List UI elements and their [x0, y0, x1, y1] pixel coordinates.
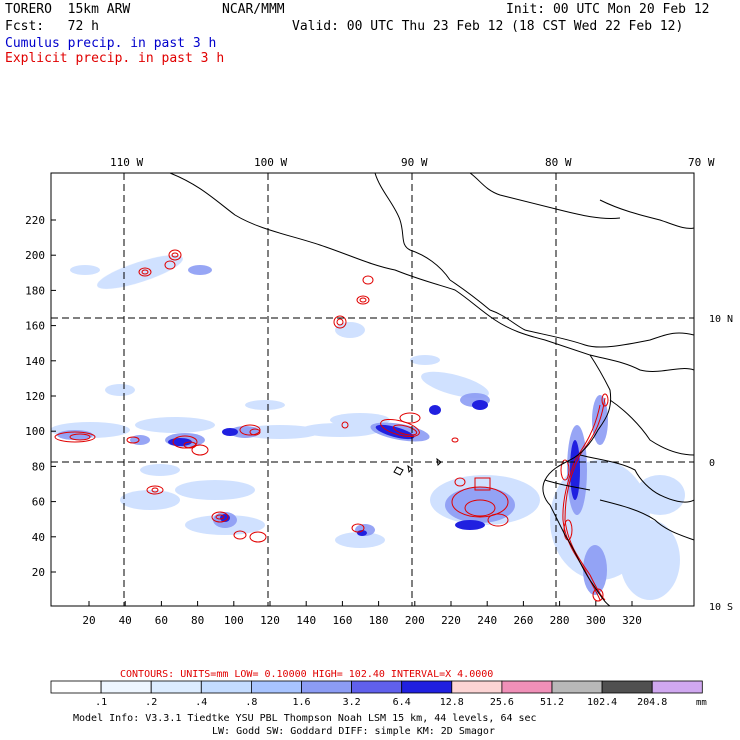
precip-layer	[51, 173, 694, 606]
x-axis-ticks: 20 40 60 80 100 120 140 160 180 200 220 240 260 280 30…	[82, 601, 642, 627]
colorbar-swatch	[301, 680, 352, 694]
colorbar-swatch	[401, 680, 453, 694]
x-tick-label: 100	[224, 614, 244, 627]
x-tick-label: 320	[622, 614, 642, 627]
valid-time: Valid: 00 UTC Thu 23 Feb 12 (18 CST Wed …	[292, 19, 684, 34]
init-time: Init: 00 UTC Mon 20 Feb 12	[506, 2, 710, 17]
y-tick-label: 140	[25, 355, 45, 368]
colorbar-swatch	[601, 680, 653, 694]
colorbar-swatch	[451, 680, 503, 694]
colorbar-swatch	[50, 680, 102, 694]
contours-info: CONTOURS: UNITS=mm LOW= 0.10000 HIGH= 10…	[120, 669, 493, 680]
x-tick-label: 160	[332, 614, 352, 627]
model-info-line2: LW: Godd SW: Goddard DIFF: simple KM: 2D…	[212, 726, 495, 737]
y-tick-label: 200	[25, 249, 45, 262]
colorbar-units: mm	[696, 698, 707, 708]
colorbar-swatch	[100, 680, 152, 694]
lon-label: 100 W	[254, 156, 287, 169]
y-tick-label: 20	[32, 566, 45, 579]
x-tick-label: 20	[82, 614, 95, 627]
colorbar-swatch	[200, 680, 252, 694]
y-tick-label: 100	[25, 425, 45, 438]
x-tick-label: 260	[513, 614, 533, 627]
x-tick-label: 140	[296, 614, 316, 627]
lat-label: 10 N	[709, 314, 733, 325]
y-tick-label: 80	[32, 460, 45, 473]
colorbar-value: .1	[95, 697, 107, 708]
colorbar-swatch	[501, 680, 553, 694]
colorbar-value: 25.6	[490, 697, 514, 708]
model-name: TORERO 15km ARW	[5, 2, 131, 17]
x-tick-label: 120	[260, 614, 280, 627]
colorbar-value: 51.2	[540, 697, 564, 708]
colorbar-value: 102.4	[587, 697, 617, 708]
colorbar-swatch	[551, 680, 603, 694]
x-tick-label: 300	[586, 614, 606, 627]
colorbar-value: 6.4	[393, 697, 411, 708]
explicit-precip-label: Explicit precip. in past 3 h	[5, 51, 225, 66]
y-tick-label: 180	[25, 284, 45, 297]
lon-label: 70 W	[688, 156, 715, 169]
map-frame	[50, 172, 695, 607]
colorbar-swatch	[351, 680, 403, 694]
colorbar-value: 12.8	[440, 697, 464, 708]
colorbar: .1 .2 .4 .8 1.6 3.2 6.4 12.8 25.6 51.2 102.4 204.8	[50, 680, 703, 708]
lat-label: 10 S	[709, 602, 733, 613]
colorbar-value: .8	[245, 697, 257, 708]
lon-label: 80 W	[545, 156, 572, 169]
y-tick-label: 220	[25, 214, 45, 227]
lon-label: 90 W	[401, 156, 428, 169]
colorbar-value: .2	[145, 697, 157, 708]
y-tick-label: 120	[25, 390, 45, 403]
colorbar-value: 1.6	[292, 697, 310, 708]
x-tick-label: 200	[405, 614, 425, 627]
colorbar-value: .4	[195, 697, 207, 708]
forecast-hour: Fcst: 72 h	[5, 19, 99, 34]
graticule	[51, 173, 694, 606]
colorbar-value: 204.8	[637, 697, 667, 708]
x-tick-label: 240	[477, 614, 497, 627]
x-tick-label: 40	[119, 614, 132, 627]
y-tick-label: 40	[32, 531, 45, 544]
x-tick-label: 180	[369, 614, 389, 627]
y-axis-ticks: 20 40 60 80 100 120 140 160 180 200 220	[25, 214, 56, 579]
x-tick-label: 60	[155, 614, 168, 627]
lat-label: 0	[709, 458, 715, 469]
colorbar-swatch	[651, 680, 703, 694]
model-info-line1: Model Info: V3.3.1 Tiedtke YSU PBL Thomp…	[73, 713, 537, 724]
y-tick-label: 160	[25, 320, 45, 333]
colorbar-value: 3.2	[343, 697, 361, 708]
x-tick-label: 220	[441, 614, 461, 627]
cumulus-precip-label: Cumulus precip. in past 3 h	[5, 36, 217, 51]
x-tick-label: 80	[191, 614, 204, 627]
y-tick-label: 60	[32, 496, 45, 509]
org-name: NCAR/MMM	[222, 2, 285, 17]
colorbar-swatch	[150, 680, 202, 694]
colorbar-swatch	[250, 680, 302, 694]
x-tick-label: 280	[550, 614, 570, 627]
lon-label: 110 W	[110, 156, 143, 169]
